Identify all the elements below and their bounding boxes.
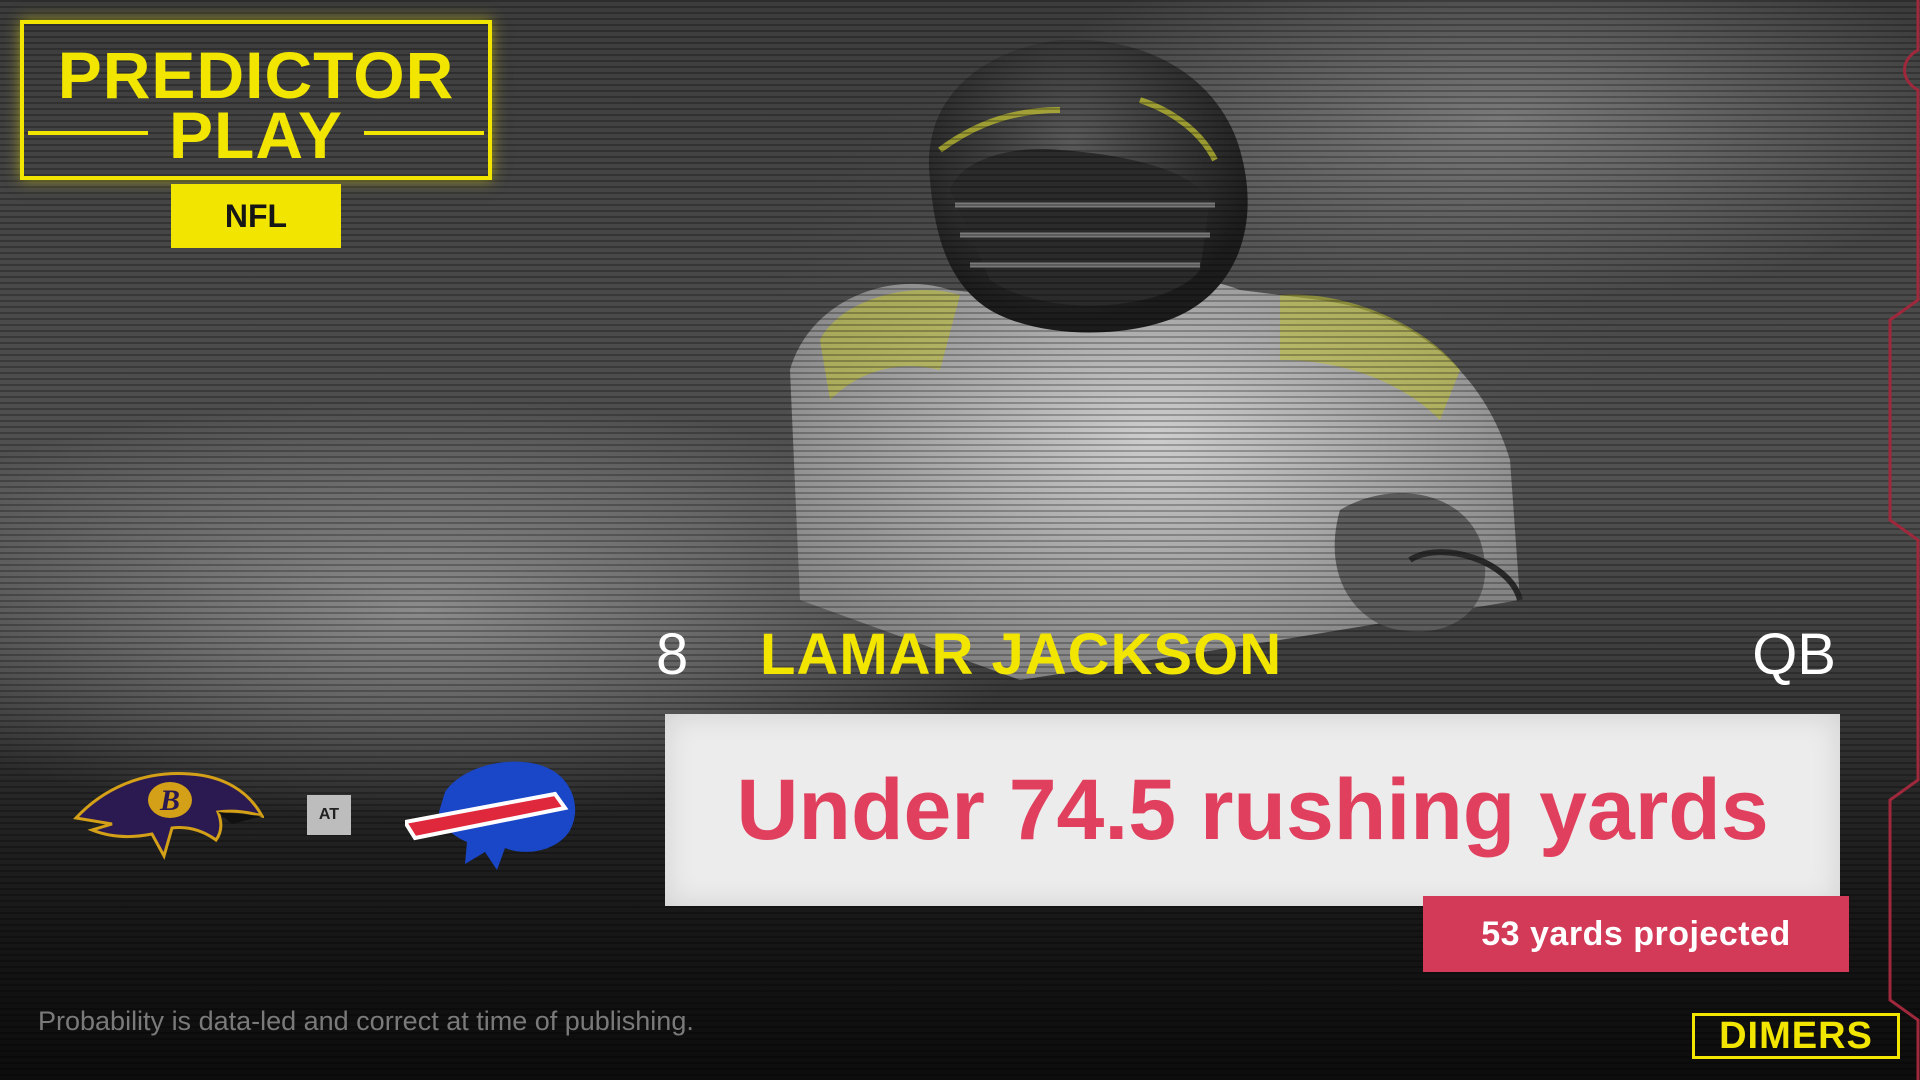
predictor-play-badge: PREDICTOR PLAY — [20, 20, 492, 180]
matchup-separator: AT — [307, 795, 351, 835]
jersey-number: 8 — [656, 622, 689, 687]
bills-logo-icon — [405, 761, 576, 870]
ravens-logo-icon: B — [73, 771, 264, 860]
edge-decoration — [1888, 0, 1920, 1080]
player-photo — [790, 40, 1523, 680]
badge-title-line2: PLAY — [169, 98, 343, 172]
league-tag: NFL — [171, 184, 341, 248]
disclaimer-text: Probability is data-led and correct at t… — [38, 1006, 694, 1036]
svg-text:B: B — [159, 784, 180, 817]
dimers-logo: DIMERS — [1692, 1013, 1900, 1059]
player-position: QB — [1752, 622, 1836, 687]
badge-title-line1: PREDICTOR — [57, 38, 455, 112]
badge-rule-right — [364, 131, 484, 135]
player-name: LAMAR JACKSON — [760, 622, 1283, 687]
pick-box: Under 74.5 rushing yards — [665, 714, 1840, 906]
badge-rule-left — [28, 131, 148, 135]
pick-text: Under 74.5 rushing yards — [736, 762, 1769, 858]
projection-badge: 53 yards projected — [1423, 896, 1849, 972]
